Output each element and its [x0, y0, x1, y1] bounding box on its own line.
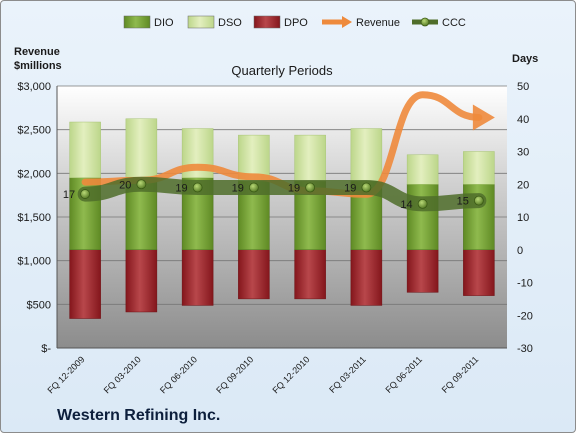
ccc-marker: [473, 195, 484, 206]
bar-dso: [463, 151, 495, 185]
ccc-data-label: 19: [344, 183, 356, 195]
bar-dpo: [463, 249, 495, 296]
ccc-data-label: 14: [400, 199, 412, 211]
ccc-marker: [361, 182, 372, 193]
x-tick-label: FQ 09-2011: [440, 354, 481, 395]
ccc-marker: [248, 182, 259, 193]
y-left-tick-label: $2,500: [17, 125, 51, 137]
y-left-tick-label: $-: [41, 343, 51, 355]
x-tick-label: FQ 03-2011: [327, 354, 368, 395]
ccc-marker: [80, 189, 91, 199]
legend-marker-ccc: [420, 17, 430, 27]
bar-dso: [406, 154, 439, 185]
bar-dpo: [238, 249, 270, 300]
legend-label-revenue: Revenue: [356, 17, 400, 29]
ccc-data-label: 19: [232, 183, 244, 195]
y-left-tick-label: $500: [27, 299, 51, 311]
ccc-data-label: 20: [119, 179, 131, 191]
bar-dpo: [181, 249, 214, 306]
y-right-tick-label: 0: [517, 245, 523, 257]
y-right-tick-label: 40: [517, 114, 529, 126]
ccc-marker: [136, 179, 147, 190]
y-left-label-line-2: $millions: [14, 60, 62, 72]
y-right-label: Days: [512, 53, 538, 65]
ccc-series: 17 20 19 19 19 19 14 15: [63, 176, 487, 212]
bar-dso: [69, 121, 101, 178]
legend: DIO DSO DPO Revenue CCC: [123, 15, 466, 29]
x-tick-label: FQ 06-2010: [158, 354, 199, 395]
legend-label-dio: DIO: [154, 17, 174, 29]
bar-dso: [125, 118, 158, 178]
ccc-data-label: 15: [457, 196, 469, 208]
bar-dso: [350, 128, 383, 182]
y-right-tick-label: 50: [517, 81, 529, 93]
legend-swatch-dso: [187, 15, 215, 29]
bar-dio: [406, 184, 439, 250]
y-right-tick-label: 20: [517, 179, 529, 191]
bar-dpo: [125, 249, 158, 313]
x-tick-label: FQ 03-2010: [102, 354, 143, 395]
legend-label-dpo: DPO: [284, 17, 308, 29]
bar-dso: [294, 134, 326, 182]
y-left-label-line-1: Revenue: [14, 46, 60, 58]
ccc-data-label: 17: [63, 189, 75, 201]
chart-title: Quarterly Periods: [231, 63, 333, 78]
company-name: Western Refining Inc.: [57, 407, 220, 424]
legend-label-ccc: CCC: [442, 17, 466, 29]
y-right-tick-label: -30: [517, 343, 533, 355]
y-right-tick-label: 30: [517, 147, 529, 159]
ccc-marker: [417, 198, 428, 209]
bar-dpo: [294, 249, 326, 300]
legend-label-dso: DSO: [218, 17, 242, 29]
x-tick-label: FQ 06-2011: [383, 354, 424, 395]
y-right-tick-label: -10: [517, 278, 533, 290]
x-tick-label: FQ 09-2010: [214, 354, 255, 395]
ccc-data-label: 19: [175, 183, 187, 195]
bar-dpo: [69, 249, 101, 319]
ccc-marker: [192, 182, 203, 193]
y-left-tick-label: $3,000: [17, 81, 51, 93]
legend-swatch-dio: [123, 15, 151, 29]
revenue-arrowhead: [472, 104, 495, 131]
ccc-marker: [305, 182, 316, 193]
y-right-tick-label: -20: [517, 310, 533, 322]
y-left-tick-label: $1,000: [17, 256, 51, 268]
x-tick-label: FQ 12-2009: [46, 354, 87, 395]
bar-dpo: [350, 249, 383, 306]
ccc-data-label: 19: [288, 183, 300, 195]
y-right-tick-label: 10: [517, 212, 529, 224]
bar-dpo: [406, 249, 439, 293]
y-left-tick-label: $1,500: [17, 212, 51, 224]
legend-swatch-dpo: [253, 15, 281, 29]
legend-arrow-revenue: [342, 16, 352, 28]
y-left-tick-label: $2,000: [17, 168, 51, 180]
x-tick-label: FQ 12-2010: [271, 354, 312, 395]
